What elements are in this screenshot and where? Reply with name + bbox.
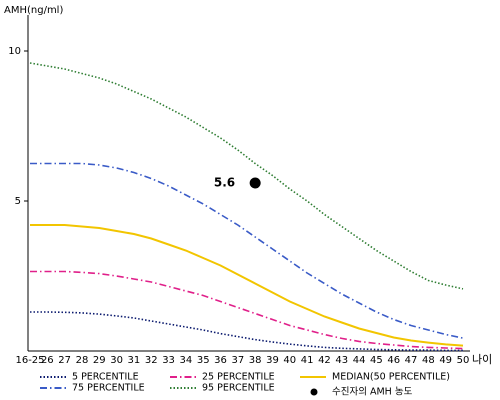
x-tick-label: 26 (41, 355, 54, 366)
legend-label: MEDIAN(50 PERCENTILE) (332, 372, 450, 383)
x-tick-label: 37 (231, 355, 244, 366)
y-axis-label: AMH(ng/ml) (4, 5, 63, 16)
legend-label: 25 PERCENTILE (202, 372, 275, 383)
x-tick-label: 36 (214, 355, 227, 366)
x-tick-label: 27 (58, 355, 71, 366)
x-tick-label: 40 (283, 355, 296, 366)
x-tick-label: 28 (76, 355, 89, 366)
x-tick-label: 33 (162, 355, 175, 366)
x-tick-label: 49 (439, 355, 452, 366)
x-tick-label: 44 (353, 355, 366, 366)
legend-label: 75 PERCENTILE (72, 383, 145, 394)
y-tick-label: 10 (8, 46, 21, 57)
y-tick-label: 5 (15, 196, 21, 207)
x-tick-label: 34 (180, 355, 193, 366)
data-label: 5.6 (214, 176, 235, 190)
x-tick-label: 45 (370, 355, 383, 366)
x-tick-label: 46 (387, 355, 400, 366)
x-tick-label: 38 (249, 355, 262, 366)
series-line (30, 224, 464, 347)
x-tick-label: 43 (335, 355, 348, 366)
x-tick-label: 50 (457, 355, 470, 366)
series-line (30, 162, 464, 339)
legend-marker (310, 388, 318, 396)
x-tick-label: 31 (128, 355, 141, 366)
x-tick-label: 16-25 (15, 355, 44, 366)
x-tick-label: 39 (266, 355, 279, 366)
series-line (30, 270, 464, 350)
series-line (29, 62, 464, 290)
x-tick-label: 32 (145, 355, 158, 366)
x-tick-label: 35 (197, 355, 210, 366)
x-tick-label: 30 (110, 355, 123, 366)
legend-label: 수진자의 AMH 농도 (332, 387, 413, 398)
patient-marker (249, 177, 261, 189)
x-tick-label: 29 (93, 355, 106, 366)
x-axis-label: 나이 (472, 353, 492, 366)
x-tick-label: 48 (422, 355, 435, 366)
legend-label: 95 PERCENTILE (202, 383, 275, 394)
x-tick-label: 41 (301, 355, 314, 366)
x-tick-label: 47 (405, 355, 418, 366)
x-tick-label: 42 (318, 355, 331, 366)
legend-label: 5 PERCENTILE (72, 372, 139, 383)
